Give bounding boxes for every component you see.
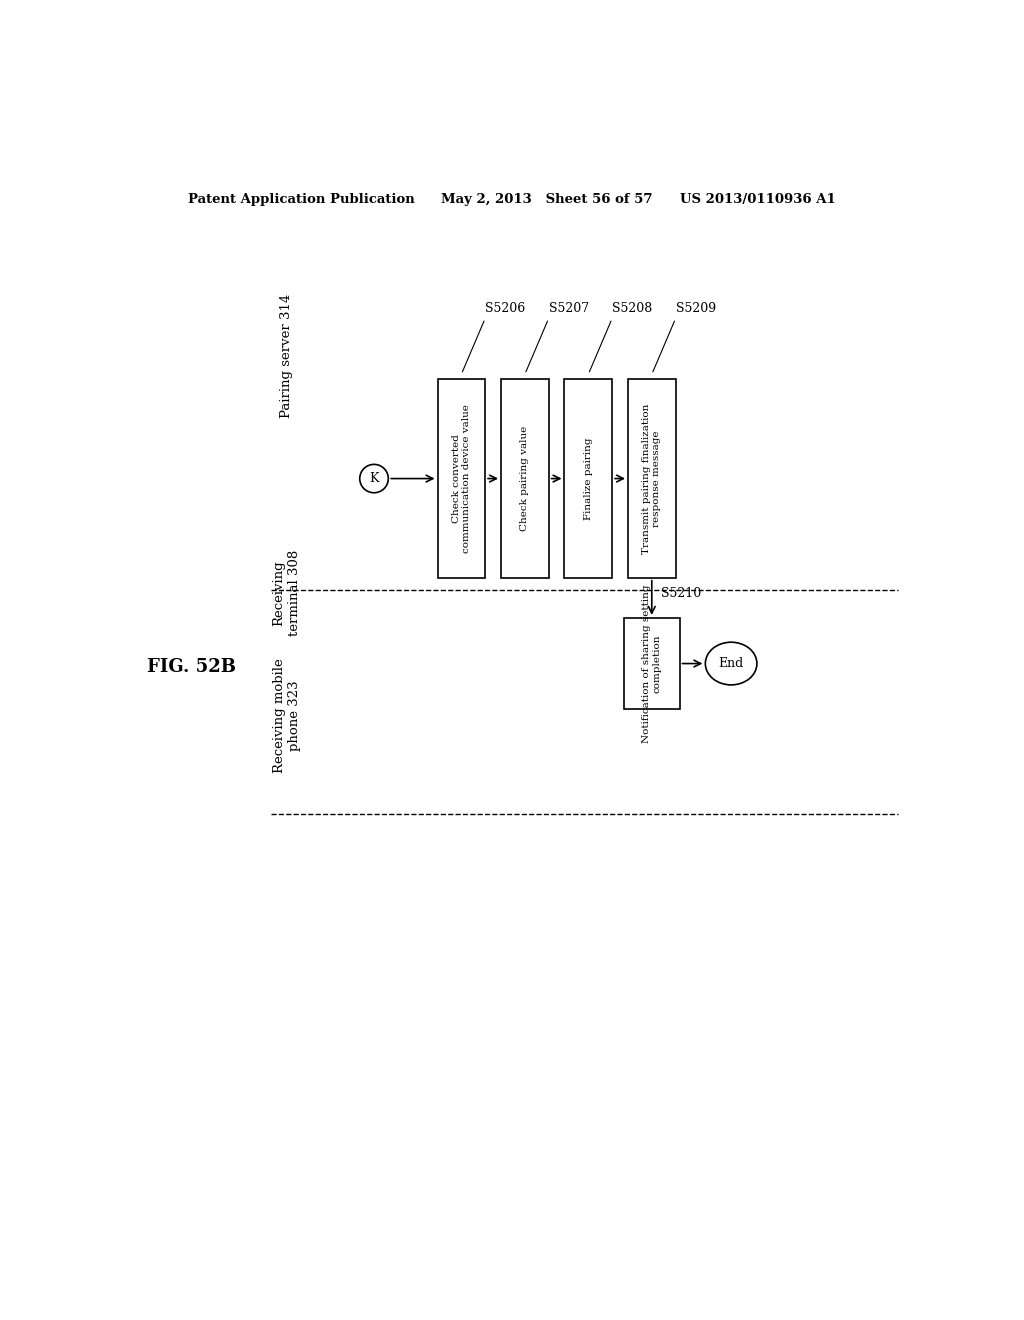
FancyBboxPatch shape <box>501 379 549 578</box>
Text: S5206: S5206 <box>485 302 525 315</box>
Text: Transmit pairing finalization
response message: Transmit pairing finalization response m… <box>642 404 662 554</box>
Text: End: End <box>719 657 743 671</box>
Text: Notification of sharing setting
completion: Notification of sharing setting completi… <box>642 585 662 743</box>
Text: Patent Application Publication: Patent Application Publication <box>187 193 415 206</box>
Text: S5207: S5207 <box>549 302 589 315</box>
Text: S5208: S5208 <box>612 302 652 315</box>
Text: K: K <box>370 473 379 484</box>
FancyBboxPatch shape <box>437 379 485 578</box>
Text: Receiving
terminal 308: Receiving terminal 308 <box>272 550 301 636</box>
Ellipse shape <box>359 465 388 492</box>
FancyBboxPatch shape <box>564 379 612 578</box>
FancyBboxPatch shape <box>624 618 680 709</box>
Text: Check converted
communication device value: Check converted communication device val… <box>452 404 471 553</box>
Text: S5209: S5209 <box>676 302 716 315</box>
Text: Receiving mobile
phone 323: Receiving mobile phone 323 <box>272 659 301 774</box>
Text: US 2013/0110936 A1: US 2013/0110936 A1 <box>680 193 836 206</box>
Text: Finalize pairing: Finalize pairing <box>584 437 593 520</box>
Text: Check pairing value: Check pairing value <box>520 426 529 531</box>
Text: Pairing server 314: Pairing server 314 <box>281 293 293 417</box>
Ellipse shape <box>706 643 757 685</box>
Text: S5210: S5210 <box>662 587 701 601</box>
Text: FIG. 52B: FIG. 52B <box>147 657 236 676</box>
FancyBboxPatch shape <box>628 379 676 578</box>
Text: May 2, 2013   Sheet 56 of 57: May 2, 2013 Sheet 56 of 57 <box>441 193 653 206</box>
